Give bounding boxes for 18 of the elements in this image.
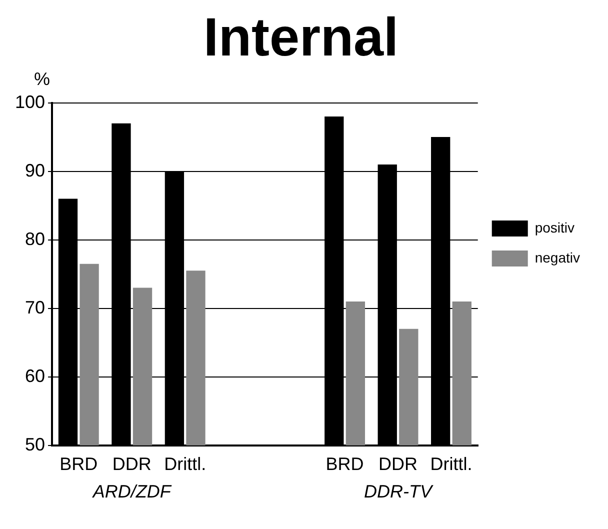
y-tick-label: 100: [14, 92, 46, 112]
x-tick-label: Drittl.: [430, 454, 472, 474]
y-tick-label: 80: [25, 228, 46, 249]
chart-title: Internal: [203, 7, 399, 68]
text: DDR-TV: [364, 481, 434, 502]
legend-label: positiv: [534, 219, 575, 236]
legend-label: negativ: [534, 249, 580, 266]
x-tick-label: BRD: [326, 454, 364, 474]
y-tick-label: 90: [25, 160, 46, 180]
x-tick-label: DDR: [112, 454, 152, 474]
text: ARD/ZDF: [92, 481, 172, 502]
y-tick-label: 60: [25, 366, 46, 386]
x-tick-label: Drittl.: [164, 454, 206, 474]
y-tick-label: 50: [25, 434, 46, 454]
x-tick-label: DDR: [378, 454, 418, 474]
x-tick-label: BRD: [60, 454, 98, 474]
y-axis-title: %: [34, 68, 50, 89]
y-tick-label: 70: [25, 297, 46, 318]
